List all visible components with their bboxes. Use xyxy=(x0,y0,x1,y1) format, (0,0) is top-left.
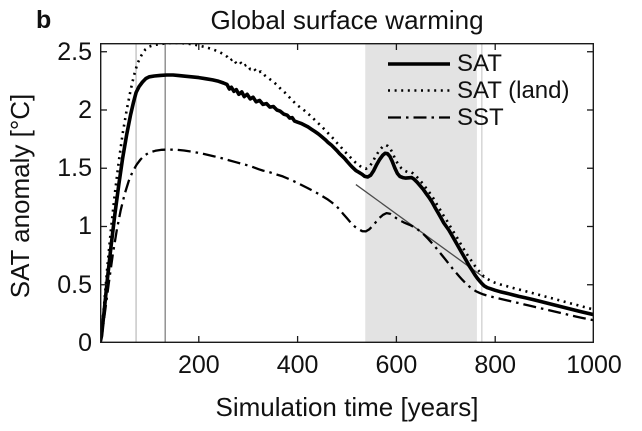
x-axis-label: Simulation time [years] xyxy=(215,392,479,422)
legend-label: SAT (land) xyxy=(457,76,570,104)
x-tick-label: 800 xyxy=(474,351,517,379)
y-tick-label: 0.5 xyxy=(57,270,92,299)
trend-line xyxy=(355,184,485,279)
y-tick-label: 2 xyxy=(78,95,92,124)
series-line-sst xyxy=(100,148,594,343)
chart-title: Global surface warming xyxy=(210,5,484,35)
legend-label: SST xyxy=(457,103,504,131)
y-tick-label: 1 xyxy=(78,212,92,241)
legend-label: SAT xyxy=(457,50,502,77)
x-tick-label: 1000 xyxy=(566,351,622,379)
series-line-sat--land- xyxy=(100,43,594,343)
chart-canvas xyxy=(100,43,594,343)
x-tick-label: 400 xyxy=(276,351,319,379)
y-tick-label: 2.5 xyxy=(57,37,92,66)
axis-box xyxy=(100,43,594,343)
x-tick-label: 200 xyxy=(177,351,220,379)
y-tick-label: 0 xyxy=(78,329,92,357)
series-line-sat xyxy=(100,73,594,343)
x-tick-label: 600 xyxy=(375,351,418,379)
y-tick-label: 1.5 xyxy=(57,154,92,183)
shaded-region xyxy=(365,43,477,343)
panel-label: b xyxy=(36,6,52,34)
